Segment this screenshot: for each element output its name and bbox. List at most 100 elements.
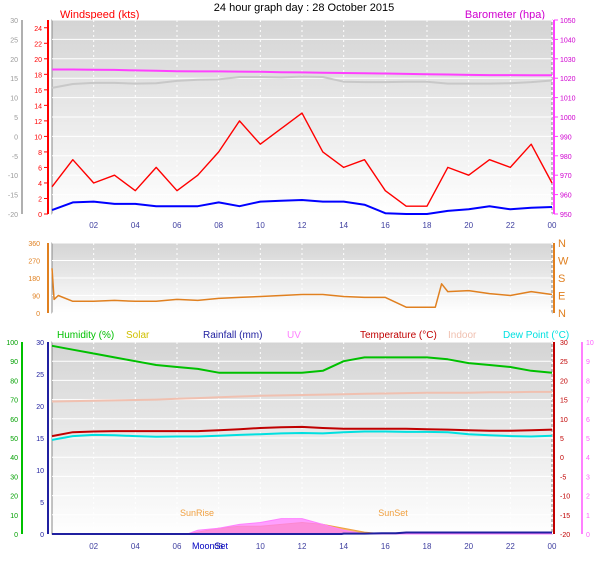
uv-tick-label: 7 [586, 398, 590, 405]
humidity-tick-label: 20 [10, 494, 18, 501]
humidity-tick-label: 60 [10, 417, 18, 424]
thermo-x-tick-label: 10 [256, 542, 265, 551]
uv-tick-label: 9 [586, 359, 590, 366]
rainfall-series [52, 531, 552, 535]
temp-tick-label: 30 [560, 340, 568, 347]
temp-tick-label: 10 [560, 417, 568, 424]
direction-tick-label: 0 [36, 311, 40, 318]
wind-x-tick-label: 12 [298, 221, 307, 230]
humidity-tick-label: 70 [10, 398, 18, 405]
direction-tick-label: 270 [28, 259, 40, 266]
thermo-x-tick-label: 20 [464, 542, 473, 551]
sunrise-annotation: SunRise [180, 508, 214, 518]
windspeed-tick-label: 24 [34, 26, 42, 33]
rain-tick-label: 0 [40, 532, 44, 539]
windspeed-tick-label: 0 [38, 212, 42, 219]
outer-tick-label: -10 [8, 173, 18, 180]
thermo-x-tick-label: 02 [89, 542, 98, 551]
outer-tick-label: 25 [10, 37, 18, 44]
windspeed-tick-label: 16 [34, 88, 42, 95]
indoor-series [51, 390, 552, 403]
direction-grid [52, 242, 553, 314]
grey-outer-series [51, 75, 553, 89]
barometer-series [52, 68, 552, 77]
windspeed-average-series [51, 199, 553, 215]
legend-entry: Rainfall (mm) [203, 330, 262, 341]
barometer-tick-label: 1030 [560, 57, 576, 64]
uv-series [52, 518, 552, 535]
wind-x-tick-label: 08 [214, 221, 223, 230]
wind-x-tick-label: 16 [381, 221, 390, 230]
wind-x-tick-label: 20 [464, 221, 473, 230]
wind-x-tick-label: 06 [173, 221, 182, 230]
windspeed-tick-label: 12 [34, 119, 42, 126]
uv-tick-label: 8 [586, 378, 590, 385]
rain-tick-label: 5 [40, 500, 44, 507]
uv-tick-label: 3 [586, 474, 590, 481]
outer-tick-label: 0 [14, 134, 18, 141]
compass-tick-label: S [558, 273, 565, 285]
rain-tick-label: 10 [36, 468, 44, 475]
temp-tick-label: -5 [560, 474, 566, 481]
thermo-x-tick-label: 16 [381, 542, 390, 551]
barometer-tick-label: 1010 [560, 96, 576, 103]
windspeed-tick-label: 14 [34, 103, 42, 110]
barometer-tick-label: 1020 [560, 76, 576, 83]
humidity-tick-label: 30 [10, 474, 18, 481]
rain-tick-label: 25 [36, 372, 44, 379]
thermo-x-tick-label: 18 [423, 542, 432, 551]
wind-x-tick-label: 00 [548, 221, 557, 230]
windspeed-tick-label: 10 [34, 134, 42, 141]
legend-entry: Indoor [448, 330, 477, 341]
humidity-tick-label: 50 [10, 436, 18, 443]
barometer-tick-label: 1000 [560, 115, 576, 122]
temp-tick-label: -10 [560, 494, 570, 501]
wind-x-tick-label: 18 [423, 221, 432, 230]
uv-tick-label: 1 [586, 513, 590, 520]
moonset-annotation: MoonSet [192, 541, 229, 551]
windspeed-tick-label: 4 [38, 181, 42, 188]
temp-tick-label: 25 [560, 359, 568, 366]
rain-tick-label: 15 [36, 436, 44, 443]
uv-tick-label: 4 [586, 455, 590, 462]
windspeed-axis-label: Windspeed (kts) [60, 9, 139, 21]
humidity-tick-label: 40 [10, 455, 18, 462]
humidity-tick-label: 90 [10, 359, 18, 366]
barometer-tick-label: 980 [560, 154, 572, 161]
compass-tick-label: W [558, 256, 569, 268]
thermo-legend: Humidity (%) Solar Rainfall (mm) UV Temperat… [57, 330, 569, 341]
outer-tick-label: -20 [8, 212, 18, 219]
legend-entry: Humidity (%) [57, 330, 114, 341]
legend-entry: Temperature (°C) [360, 330, 437, 341]
temp-tick-label: 0 [560, 455, 564, 462]
thermo-x-tick-label: 00 [548, 542, 557, 551]
uv-tick-label: 5 [586, 436, 590, 443]
axis-ticks: 302520151050-5-10-15-2024222018161412108… [6, 18, 594, 551]
humidity-tick-label: 100 [6, 340, 18, 347]
chart-series [51, 68, 553, 535]
windspeed-tick-label: 18 [34, 72, 42, 79]
direction-tick-label: 90 [32, 294, 40, 301]
compass-tick-label: N [558, 308, 566, 320]
barometer-tick-label: 970 [560, 173, 572, 180]
uv-tick-label: 0 [586, 532, 590, 539]
barometer-axis-label: Barometer (hpa) [465, 9, 545, 21]
uv-tick-label: 2 [586, 494, 590, 501]
wind-grid [52, 19, 553, 215]
barometer-tick-label: 1050 [560, 18, 576, 25]
thermo-x-tick-label: 14 [339, 542, 348, 551]
wind-x-tick-label: 02 [89, 221, 98, 230]
outer-tick-label: -15 [8, 193, 18, 200]
humidity-series [51, 344, 553, 374]
windspeed-tick-label: 2 [38, 196, 42, 203]
rain-tick-label: 30 [36, 340, 44, 347]
windspeed-gust-series [51, 112, 553, 207]
legend-entry: UV [287, 330, 301, 341]
wind-x-tick-label: 14 [339, 221, 348, 230]
legend-entry: Solar [126, 330, 150, 341]
page-title: 24 hour graph day : 28 October 2015 [214, 2, 394, 14]
rain-tick-label: 20 [36, 404, 44, 411]
temp-tick-label: 5 [560, 436, 564, 443]
uv-tick-label: 6 [586, 417, 590, 424]
